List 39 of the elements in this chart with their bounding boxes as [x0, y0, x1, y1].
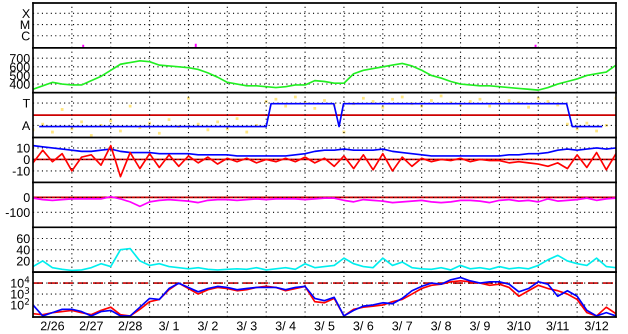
- x-tick-label: 3/12: [584, 321, 608, 330]
- y-tick-label: 40: [16, 246, 30, 254]
- x-tick-label: 3/ 7: [392, 321, 412, 330]
- x-tick-label: 3/ 5: [314, 321, 334, 330]
- x-tick-label: 2/26: [40, 321, 64, 330]
- x-tick-label: 3/ 1: [159, 321, 179, 330]
- text: X: [22, 9, 30, 18]
- text: C: [22, 32, 30, 40]
- y-tick-label: 0: [24, 155, 30, 164]
- y-tick-label: 500: [10, 71, 30, 80]
- y-tick-label: -10: [12, 166, 30, 176]
- text: M: [20, 20, 30, 30]
- text: T: [22, 98, 30, 108]
- y-tick-label: 10$^{4}$: [11, 276, 30, 288]
- x-tick-label: 3/ 4: [276, 321, 296, 330]
- y-tick-label: 10$^{3}$: [11, 287, 30, 299]
- x-tick-label: 3/10: [507, 321, 531, 330]
- line-series: [33, 60, 616, 91]
- x-tick-label: 3/ 6: [353, 321, 374, 330]
- x-tick-label: 3/ 2: [198, 321, 218, 330]
- text: A: [22, 121, 30, 130]
- y-tick-label: 10$^{2}$: [11, 298, 29, 310]
- y-tick-label: 60: [16, 234, 30, 244]
- x-tick-label: 2/27: [80, 321, 103, 330]
- y-tick-label: 10: [17, 144, 30, 153]
- y-tick-label: 400: [10, 80, 30, 89]
- line-series: [33, 144, 616, 157]
- x-tick-label: 3/11: [546, 321, 569, 330]
- y-tick-label: -100: [6, 208, 30, 217]
- x-tick-label: 3/ 9: [470, 321, 490, 330]
- line-series: [33, 196, 616, 208]
- y-tick-label: 0: [24, 193, 30, 202]
- x-tick-label: 2/28: [118, 321, 142, 330]
- x-tick-label: 3/ 3: [236, 321, 257, 330]
- y-tick-label: 20: [16, 256, 30, 266]
- y-tick-label: 600: [10, 62, 30, 72]
- y-tick-label: 700: [10, 54, 30, 63]
- line-series: [33, 144, 616, 178]
- x-tick-label: 3/ 8: [431, 321, 451, 330]
